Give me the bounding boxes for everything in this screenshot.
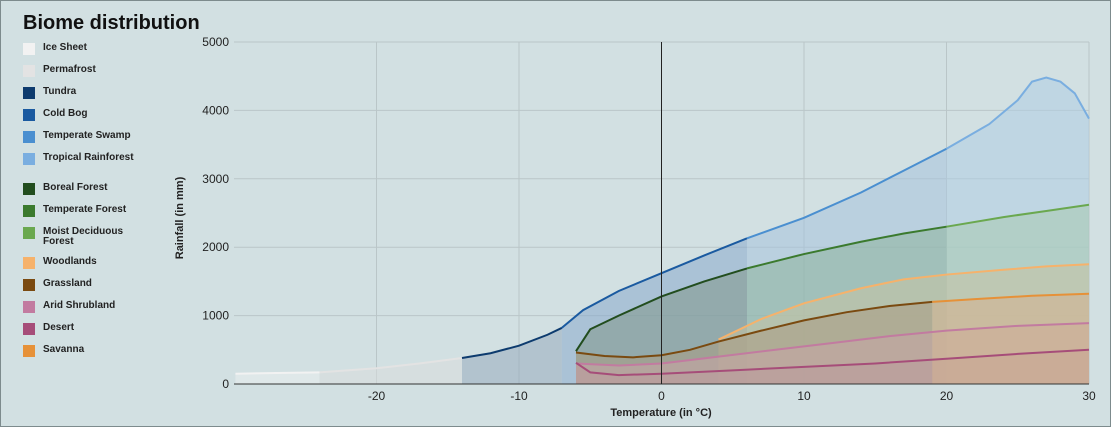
legend-item: Desert [23, 321, 173, 343]
legend-label: Moist Deciduous Forest [43, 226, 124, 247]
legend-swatch [23, 227, 35, 239]
line-cold-bog [561, 237, 748, 329]
legend-swatch [23, 109, 35, 121]
line-arid-shrubland [575, 322, 1090, 367]
legend-label: Woodlands [43, 256, 97, 267]
legend-swatch [23, 131, 35, 143]
legend-label: Cold Bog [43, 108, 88, 119]
legend-item: Arid Shrubland [23, 299, 173, 321]
band-tundra [462, 327, 562, 384]
legend-label: Boreal Forest [43, 182, 108, 193]
x-tick-label: 0 [658, 389, 665, 403]
y-tick-label: 5000 [202, 35, 229, 49]
y-tick-label: 0 [222, 377, 229, 391]
x-tick-label: -10 [510, 389, 528, 403]
legend-item: Temperate Swamp [23, 129, 173, 151]
legend-label: Tropical Rainforest [43, 152, 134, 163]
legend-label: Arid Shrubland [43, 300, 116, 311]
legend-swatch [23, 65, 35, 77]
line-tropical-rainforest [946, 76, 1090, 150]
legend-label: Grassland [43, 278, 92, 289]
x-tick-label: 20 [940, 389, 954, 403]
legend-swatch [23, 323, 35, 335]
legend-swatch [23, 279, 35, 291]
line-moist-deciduous-forest [946, 203, 1090, 228]
legend-swatch [23, 43, 35, 55]
line-temperate-forest [746, 225, 947, 270]
band-savanna [932, 293, 1089, 384]
legend-label: Temperate Forest [43, 204, 127, 215]
legend-label: Permafrost [43, 64, 96, 75]
y-tick-label: 1000 [202, 309, 229, 323]
axes: 0 1000 2000 3000 4000 5000 -20 -10 0 10 20 30 [202, 35, 1096, 403]
line-permafrost [319, 357, 463, 374]
x-axis-title: Temperature (in °C) [610, 407, 712, 419]
legend-label: Ice Sheet [43, 42, 87, 53]
line-tundra [461, 327, 563, 359]
line-ice-sheet [235, 371, 320, 375]
y-tick-label: 3000 [202, 172, 229, 186]
legend-item: Savanna [23, 343, 173, 365]
legend-label: Desert [43, 322, 75, 333]
legend: Ice Sheet Permafrost Tundra Cold Bog Tempera… [23, 41, 173, 365]
legend-swatch [23, 87, 35, 99]
legend-item: Woodlands [23, 255, 173, 277]
biome-lines [235, 76, 1090, 377]
legend-swatch [23, 153, 35, 165]
y-axis-title: Rainfall (in mm) [174, 176, 186, 259]
line-grassland [575, 300, 933, 359]
x-tick-label: 30 [1082, 389, 1096, 403]
x-tick-label: -20 [368, 389, 386, 403]
legend-item: Permafrost [23, 63, 173, 85]
legend-item: Tropical Rainforest [23, 151, 173, 181]
legend-label: Tundra [43, 86, 77, 97]
line-woodlands [718, 263, 1090, 341]
legend-item: Ice Sheet [23, 41, 173, 63]
legend-swatch [23, 345, 35, 357]
legend-item: Temperate Forest [23, 203, 173, 225]
biome-bands [235, 77, 1089, 385]
y-tick-label: 2000 [202, 240, 229, 254]
legend-item: Moist Deciduous Forest [23, 225, 173, 255]
line-boreal-forest [575, 267, 748, 352]
legend-swatch [23, 301, 35, 313]
band-ice-sheet [235, 372, 320, 384]
y-tick-label: 4000 [202, 103, 229, 117]
legend-swatch [23, 257, 35, 269]
legend-item: Cold Bog [23, 107, 173, 129]
legend-swatch [23, 205, 35, 217]
legend-item: Boreal Forest [23, 181, 173, 203]
legend-label: Savanna [43, 344, 85, 355]
line-savanna [932, 292, 1090, 303]
legend-label: Temperate Swamp [43, 130, 131, 141]
band-permafrost [319, 358, 462, 384]
legend-item: Grassland [23, 277, 173, 299]
legend-item: Tundra [23, 85, 173, 107]
chart-title: Biome distribution [23, 12, 200, 34]
line-temperate-swamp [746, 147, 947, 240]
x-tick-label: 10 [797, 389, 811, 403]
line-desert [575, 348, 1090, 377]
legend-swatch [23, 183, 35, 195]
